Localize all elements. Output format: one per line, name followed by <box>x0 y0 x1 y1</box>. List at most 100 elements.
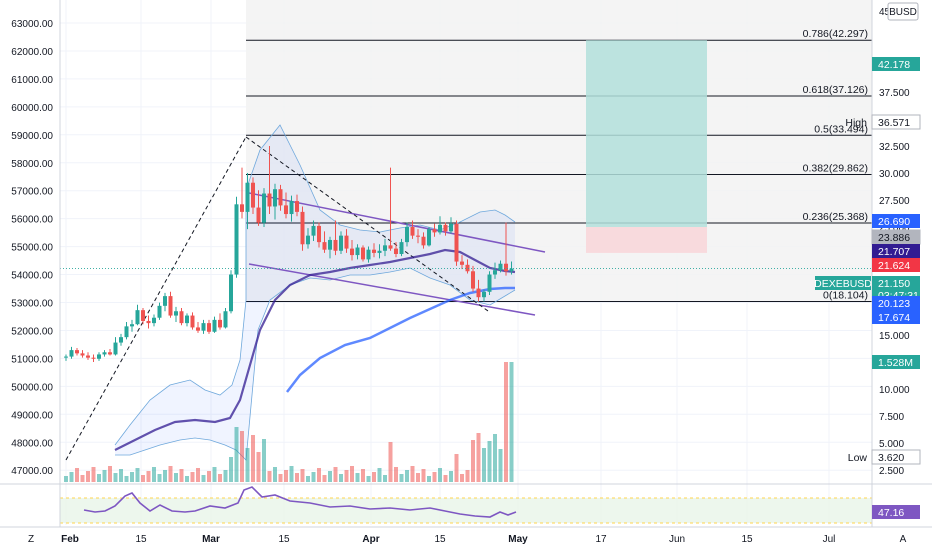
left-price-axis[interactable]: 63000.00 62000.00 61000.00 60000.00 59000.00… <box>11 0 61 527</box>
time-tick-label: 15 <box>741 534 753 545</box>
volume-bar <box>344 470 349 482</box>
candle-body <box>130 324 134 327</box>
candles <box>60 146 872 362</box>
candle-body <box>306 235 310 245</box>
volume-bar <box>482 448 486 482</box>
candle-body <box>251 182 255 208</box>
price-tag <box>871 114 921 130</box>
candle-body <box>273 189 277 207</box>
time-axis[interactable]: Feb 15 Mar 15 Apr 15 May 17 Jun 15 Jul <box>61 534 835 545</box>
price-tag-value: 17.674 <box>878 312 910 324</box>
price-tag-value: 23.886 <box>878 232 910 244</box>
volume-bar <box>289 466 294 482</box>
volume-bar <box>509 362 514 482</box>
symbol-tag-text: DEXEBUSD <box>814 278 872 290</box>
candle-body <box>333 239 338 251</box>
time-tick-label: 17 <box>595 534 607 545</box>
volume-bar <box>399 474 404 482</box>
volume-bar <box>157 474 162 482</box>
price-tag <box>872 310 920 324</box>
candle-body <box>399 242 404 254</box>
fib-label: 0.786(42.297) <box>803 28 868 40</box>
volume-bar <box>168 466 173 482</box>
rsi-band <box>60 498 872 523</box>
volume-bar <box>295 473 299 482</box>
time-tick-label: May <box>508 534 528 545</box>
candle-body <box>135 310 140 325</box>
volume-bar <box>223 470 228 482</box>
volume-bar <box>69 472 74 482</box>
left-tick-label: 60000.00 <box>11 103 53 114</box>
auto-scale-badge[interactable]: A <box>900 534 907 545</box>
time-tick-label: 15 <box>434 534 446 545</box>
candle-body <box>487 274 492 292</box>
volume-bar <box>487 441 492 482</box>
candle-body <box>388 245 393 249</box>
candle-body <box>454 223 459 262</box>
candle-body <box>421 236 426 246</box>
left-tick-label: 48000.00 <box>11 438 53 449</box>
candle-body <box>394 248 398 254</box>
candle-body <box>509 268 514 272</box>
volume-bar <box>130 472 134 482</box>
candle-body <box>416 235 420 237</box>
volume-bar <box>372 472 376 482</box>
volume-bar <box>460 474 464 482</box>
candle-body <box>383 245 387 251</box>
time-tick-label: Feb <box>61 534 79 545</box>
right-tick-label: 5.000 <box>879 439 904 450</box>
volume-bar <box>152 467 156 482</box>
timezone-badge[interactable]: Z <box>28 534 34 545</box>
left-tick-label: 63000.00 <box>11 19 53 30</box>
price-tag <box>872 244 920 258</box>
volume-bar <box>218 474 222 482</box>
volume-bar <box>493 434 497 482</box>
last-price-value: 21.150 <box>878 278 910 290</box>
volume-bar <box>196 468 200 482</box>
candle-body <box>157 305 162 318</box>
volume-bar <box>427 476 431 482</box>
time-tick-label: Jul <box>823 534 836 545</box>
volume-bar <box>190 472 195 482</box>
volume-bar <box>504 362 508 482</box>
candle-body <box>427 229 431 246</box>
currency-badge-text: BUSD <box>889 7 917 18</box>
volume-bar <box>383 475 387 482</box>
left-tick-label: 59000.00 <box>11 131 53 142</box>
candle-body <box>344 235 349 249</box>
candle-body <box>267 193 272 207</box>
tag-prefix: Low <box>848 452 868 464</box>
volume-bar <box>146 471 151 482</box>
candle-body <box>438 224 442 233</box>
volume-bar <box>108 466 112 482</box>
volume-bar <box>350 466 354 482</box>
price-tag <box>872 296 920 310</box>
candle-body <box>300 211 305 245</box>
long-position-tool[interactable] <box>586 40 707 253</box>
left-tick-label: 47000.00 <box>11 466 53 477</box>
price-tag <box>872 57 920 71</box>
volume-bar <box>97 474 101 482</box>
ma-long <box>286 286 515 393</box>
time-tick-label: Jun <box>669 534 685 545</box>
volume-bar <box>80 475 85 482</box>
candle-body <box>234 204 239 275</box>
candle-body <box>361 247 365 260</box>
left-tick-label: 51000.00 <box>11 354 53 365</box>
candle-body <box>69 350 74 357</box>
volume-bar <box>163 470 167 482</box>
currency-badge[interactable]: BUSD <box>887 2 919 21</box>
volume-bar <box>229 457 233 482</box>
volume-bar <box>471 440 475 482</box>
volume-bar <box>394 467 398 482</box>
candle-body <box>498 263 503 271</box>
candle-body <box>97 354 101 359</box>
volume-bar <box>86 471 90 482</box>
candle-body <box>185 315 189 324</box>
price-tag <box>872 355 920 369</box>
volume-bar <box>355 473 360 482</box>
volume-bar <box>366 476 371 482</box>
volume-bar <box>267 471 272 482</box>
left-tick-label: 62000.00 <box>11 47 53 58</box>
